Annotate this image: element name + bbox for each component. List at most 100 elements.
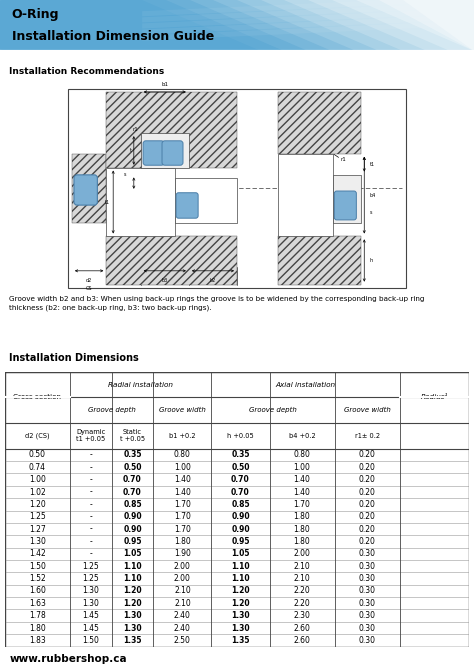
Text: 0.35: 0.35 bbox=[123, 450, 142, 460]
Text: 0.50: 0.50 bbox=[231, 463, 250, 472]
Text: Installation Dimension Guide: Installation Dimension Guide bbox=[12, 30, 214, 43]
Text: 1.25: 1.25 bbox=[82, 574, 99, 583]
Text: -: - bbox=[89, 488, 92, 496]
Text: 1.20: 1.20 bbox=[123, 599, 142, 608]
Text: d2 (CS): d2 (CS) bbox=[25, 433, 50, 440]
Text: 1.60: 1.60 bbox=[29, 586, 46, 596]
Text: b2: b2 bbox=[210, 277, 216, 283]
Text: 1.30: 1.30 bbox=[123, 624, 142, 632]
FancyBboxPatch shape bbox=[176, 193, 198, 218]
Bar bbox=[278, 237, 361, 285]
Text: 1.30: 1.30 bbox=[82, 599, 99, 608]
Text: -: - bbox=[89, 537, 92, 546]
Text: -: - bbox=[89, 549, 92, 558]
Text: 0.20: 0.20 bbox=[359, 488, 375, 496]
Text: 2.00: 2.00 bbox=[293, 549, 310, 558]
Text: 1.35: 1.35 bbox=[123, 636, 142, 645]
Text: 0.70: 0.70 bbox=[123, 488, 142, 496]
Text: 0.90: 0.90 bbox=[231, 513, 250, 521]
Text: www.rubbershop.ca: www.rubbershop.ca bbox=[9, 654, 127, 664]
Text: 1.70: 1.70 bbox=[174, 513, 191, 521]
Text: 1.78: 1.78 bbox=[29, 611, 46, 620]
Text: 0.20: 0.20 bbox=[359, 450, 375, 460]
Text: b4 +0.2: b4 +0.2 bbox=[289, 433, 315, 439]
Text: -: - bbox=[89, 475, 92, 484]
Text: 0.85: 0.85 bbox=[123, 500, 142, 509]
Text: 1.80: 1.80 bbox=[29, 624, 46, 632]
Text: 1.27: 1.27 bbox=[29, 525, 46, 533]
Text: 1.80: 1.80 bbox=[294, 513, 310, 521]
Text: 0.85: 0.85 bbox=[231, 500, 250, 509]
Text: 0.90: 0.90 bbox=[231, 525, 250, 533]
Bar bbox=[333, 174, 361, 222]
Text: 0.20: 0.20 bbox=[359, 475, 375, 484]
Bar bbox=[141, 133, 189, 168]
Text: 1.20: 1.20 bbox=[29, 500, 46, 509]
Text: 1.52: 1.52 bbox=[29, 574, 46, 583]
Text: 2.60: 2.60 bbox=[293, 636, 310, 645]
Polygon shape bbox=[190, 0, 474, 51]
Text: -: - bbox=[89, 525, 92, 533]
Text: 1.45: 1.45 bbox=[82, 624, 99, 632]
Text: -: - bbox=[89, 463, 92, 472]
Text: 1.70: 1.70 bbox=[293, 500, 310, 509]
Text: Groove width b2 and b3: When using back-up rings the groove is to be widened by : Groove width b2 and b3: When using back-… bbox=[9, 296, 425, 311]
Text: 1.00: 1.00 bbox=[293, 463, 310, 472]
Text: Static
t +0.05: Static t +0.05 bbox=[120, 429, 145, 442]
Text: 0.30: 0.30 bbox=[358, 574, 375, 583]
Text: 1.42: 1.42 bbox=[29, 549, 46, 558]
Text: 1.40: 1.40 bbox=[293, 475, 310, 484]
Bar bbox=[106, 168, 175, 237]
Polygon shape bbox=[237, 0, 474, 51]
Bar bbox=[106, 92, 237, 168]
Text: 2.40: 2.40 bbox=[174, 624, 191, 632]
Text: 0.95: 0.95 bbox=[123, 537, 142, 546]
Text: Installation Recommendations: Installation Recommendations bbox=[9, 67, 165, 76]
Text: t1: t1 bbox=[105, 200, 110, 204]
Text: 0.30: 0.30 bbox=[358, 611, 375, 620]
Text: 1.30: 1.30 bbox=[231, 624, 250, 632]
Text: 2.60: 2.60 bbox=[293, 624, 310, 632]
Text: -: - bbox=[89, 500, 92, 509]
Text: -: - bbox=[89, 450, 92, 460]
Text: CS: CS bbox=[86, 286, 92, 291]
Text: r1: r1 bbox=[133, 127, 138, 132]
Text: 0.20: 0.20 bbox=[359, 463, 375, 472]
Text: 1.20: 1.20 bbox=[123, 586, 142, 596]
Polygon shape bbox=[356, 0, 474, 51]
Text: 0.70: 0.70 bbox=[123, 475, 142, 484]
Text: 2.20: 2.20 bbox=[294, 599, 310, 608]
Text: 2.00: 2.00 bbox=[174, 574, 191, 583]
Bar bbox=[278, 154, 333, 237]
Text: 0.30: 0.30 bbox=[358, 636, 375, 645]
Text: 1.25: 1.25 bbox=[29, 513, 46, 521]
Text: b4: b4 bbox=[369, 193, 376, 198]
Bar bbox=[278, 92, 361, 154]
Text: 1.20: 1.20 bbox=[231, 586, 250, 596]
Text: b1 +0.2: b1 +0.2 bbox=[169, 433, 196, 439]
Text: s: s bbox=[369, 210, 372, 215]
Text: 0.50: 0.50 bbox=[29, 450, 46, 460]
Polygon shape bbox=[142, 0, 474, 16]
Text: Dynamic
t1 +0.05: Dynamic t1 +0.05 bbox=[76, 429, 105, 442]
Text: 1.25: 1.25 bbox=[82, 561, 99, 571]
Text: 2.10: 2.10 bbox=[294, 561, 310, 571]
Polygon shape bbox=[166, 0, 474, 51]
Text: Axial installation: Axial installation bbox=[275, 382, 336, 388]
Text: 2.10: 2.10 bbox=[174, 586, 191, 596]
Text: 1.40: 1.40 bbox=[174, 488, 191, 496]
Text: 0.20: 0.20 bbox=[359, 525, 375, 533]
Text: 0.35: 0.35 bbox=[231, 450, 250, 460]
Text: O-Ring: O-Ring bbox=[12, 8, 59, 21]
Text: Installation Dimensions: Installation Dimensions bbox=[9, 353, 139, 363]
Text: -: - bbox=[89, 513, 92, 521]
Text: 1.50: 1.50 bbox=[29, 561, 46, 571]
Text: 0.70: 0.70 bbox=[231, 475, 250, 484]
Text: 0.74: 0.74 bbox=[29, 463, 46, 472]
Polygon shape bbox=[284, 0, 474, 51]
Text: 1.10: 1.10 bbox=[123, 561, 142, 571]
Text: 1.90: 1.90 bbox=[174, 549, 191, 558]
Text: 1.83: 1.83 bbox=[29, 636, 46, 645]
Text: 0.30: 0.30 bbox=[358, 586, 375, 596]
Text: 1.40: 1.40 bbox=[174, 475, 191, 484]
